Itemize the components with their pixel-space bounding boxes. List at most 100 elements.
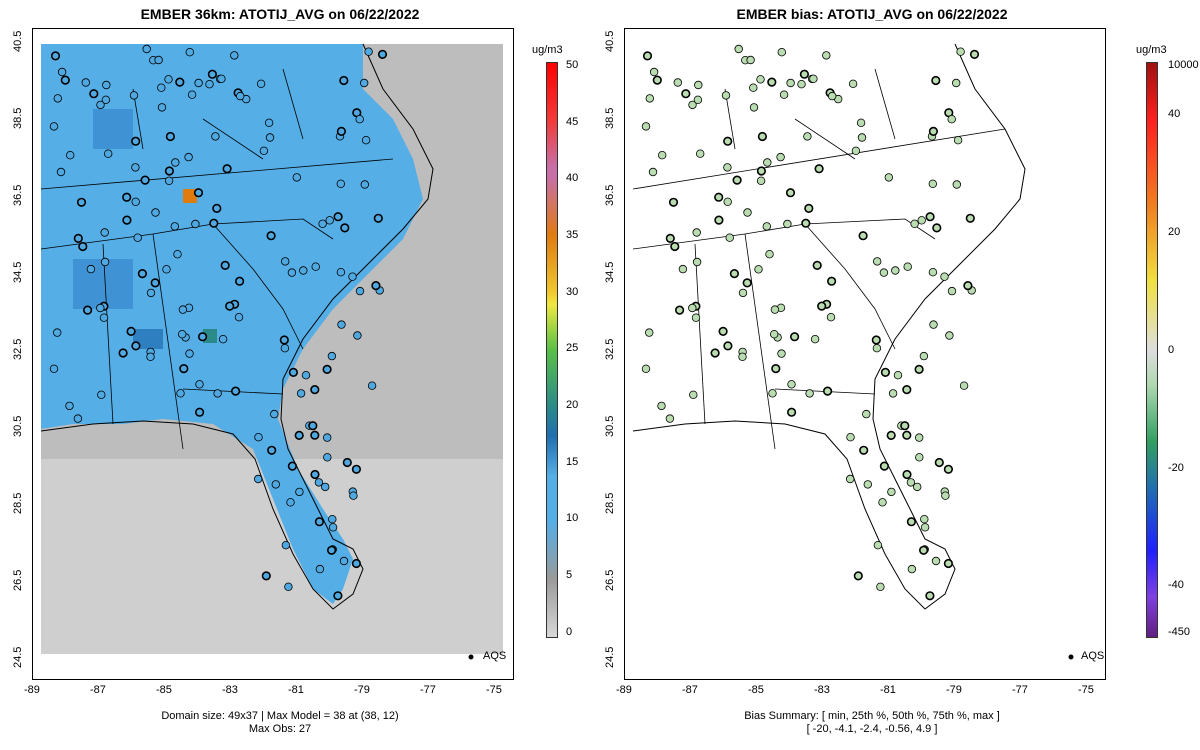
aqs-site-marker (688, 303, 697, 313)
aqs-site-marker (230, 51, 239, 60)
aqs-site-marker (915, 433, 924, 442)
aqs-site-marker (779, 90, 789, 99)
aqs-site-marker (822, 51, 831, 60)
aqs-site-marker (749, 103, 759, 112)
x-tick-label: -89 (616, 684, 632, 696)
aqs-site-marker (928, 126, 939, 136)
aqs-site-marker (187, 90, 197, 99)
aqs-site-marker (801, 218, 811, 228)
x-tick-label: -79 (354, 684, 370, 696)
aqs-site-marker (288, 367, 299, 378)
aqs-site-marker (129, 91, 139, 100)
aqs-site-marker (179, 364, 189, 374)
aqs-site-marker (657, 401, 666, 411)
state-boundaries (632, 68, 1006, 450)
aqs-site-marker (195, 407, 205, 417)
aqs-site-marker (157, 83, 166, 92)
aqs-site-marker (296, 389, 306, 398)
aqs-site-marker (294, 430, 304, 441)
aqs-site-marker (333, 591, 343, 601)
aqs-site-marker (762, 222, 771, 231)
aqs-site-marker (211, 132, 220, 141)
aqs-site-marker (336, 126, 347, 136)
aqs-site-marker (769, 330, 779, 339)
aqs-site-marker (913, 482, 922, 492)
aqs-site-marker (311, 262, 320, 271)
aqs-site-marker (235, 91, 245, 101)
aqs-site-marker (205, 80, 214, 89)
y-tick-label: 26.5 (12, 569, 24, 591)
aqs-site-marker (56, 167, 66, 177)
aqs-site-marker (218, 335, 228, 344)
aqs-site-marker (310, 430, 320, 440)
colorbar-tick-label: 30 (566, 286, 579, 298)
aqs-site-marker (756, 166, 766, 176)
aqs-site-marker (763, 158, 772, 167)
aqs-site-marker (177, 330, 187, 339)
aqs-site-marker (314, 517, 325, 527)
aqs-site-marker (947, 286, 957, 296)
aqs-site-marker (295, 487, 304, 497)
aqs-site-marker (943, 558, 954, 569)
model-grid-cell (203, 329, 217, 343)
aqs-site-marker (66, 150, 75, 160)
aqs-site-marker (692, 228, 701, 237)
aqs-site-marker (767, 77, 777, 87)
y-tick-label: 34.5 (12, 261, 24, 283)
left-footer-line1: Domain size: 49x37 | Max Model = 38 at (… (161, 710, 399, 722)
aqs-site-marker (146, 352, 155, 361)
aqs-site-marker (928, 267, 938, 277)
aqs-site-marker (337, 320, 346, 329)
aqs-site-marker (919, 351, 929, 361)
aqs-site-marker (126, 326, 136, 337)
aqs-site-marker (925, 591, 935, 601)
aqs-site-marker (862, 409, 871, 419)
aqs-site-marker (920, 515, 929, 524)
y-tick-label: 36.5 (604, 184, 616, 206)
aqs-site-marker (718, 326, 728, 337)
aqs-site-marker (102, 80, 111, 90)
aqs-site-marker (310, 469, 320, 480)
aqs-site-marker (336, 267, 346, 277)
aqs-site-marker (142, 44, 151, 54)
x-tick-label: -77 (1012, 684, 1028, 696)
aqs-site-marker (150, 278, 160, 288)
aqs-site-marker (131, 163, 140, 172)
aqs-site-marker (812, 260, 822, 270)
aqs-site-marker (339, 75, 349, 86)
aqs-site-marker (714, 215, 724, 225)
aqs-site-marker (853, 571, 863, 581)
aqs-site-marker (122, 192, 132, 202)
aqs-site-marker (50, 51, 61, 61)
aqs-site-marker (738, 288, 748, 298)
y-tick-label: 26.5 (604, 569, 616, 591)
aqs-site-marker (891, 266, 900, 275)
aqs-site-marker (287, 461, 297, 471)
colorbar-tick-label: 0 (1168, 344, 1175, 356)
aqs-site-marker (743, 208, 752, 217)
aqs-site-marker (191, 219, 200, 229)
aqs-site-marker (234, 313, 244, 322)
aqs-site-marker (673, 78, 682, 87)
left-colorbar (546, 62, 558, 638)
aqs-site-marker (884, 173, 893, 182)
aqs-site-marker (947, 114, 956, 124)
aqs-site-marker (377, 49, 388, 60)
aqs-site-marker (902, 430, 912, 440)
colorbar-tick-label: -20 (1168, 462, 1184, 474)
aqs-site-marker (906, 478, 916, 487)
aqs-site-marker (318, 219, 327, 228)
aqs-site-marker (732, 175, 742, 185)
aqs-site-marker (339, 556, 349, 566)
aqs-site-marker (826, 313, 836, 322)
aqs-site-marker (308, 421, 318, 431)
aqs-site-marker (931, 556, 941, 566)
aqs-site-marker (749, 83, 758, 92)
x-tick-label: -81 (288, 684, 304, 696)
aqs-site-marker (322, 364, 332, 375)
aqs-site-marker (193, 188, 204, 198)
aqs-site-marker (953, 135, 963, 145)
aqs-site-marker (299, 266, 308, 275)
right-colorbar (1146, 62, 1158, 638)
aqs-site-marker (804, 203, 814, 213)
